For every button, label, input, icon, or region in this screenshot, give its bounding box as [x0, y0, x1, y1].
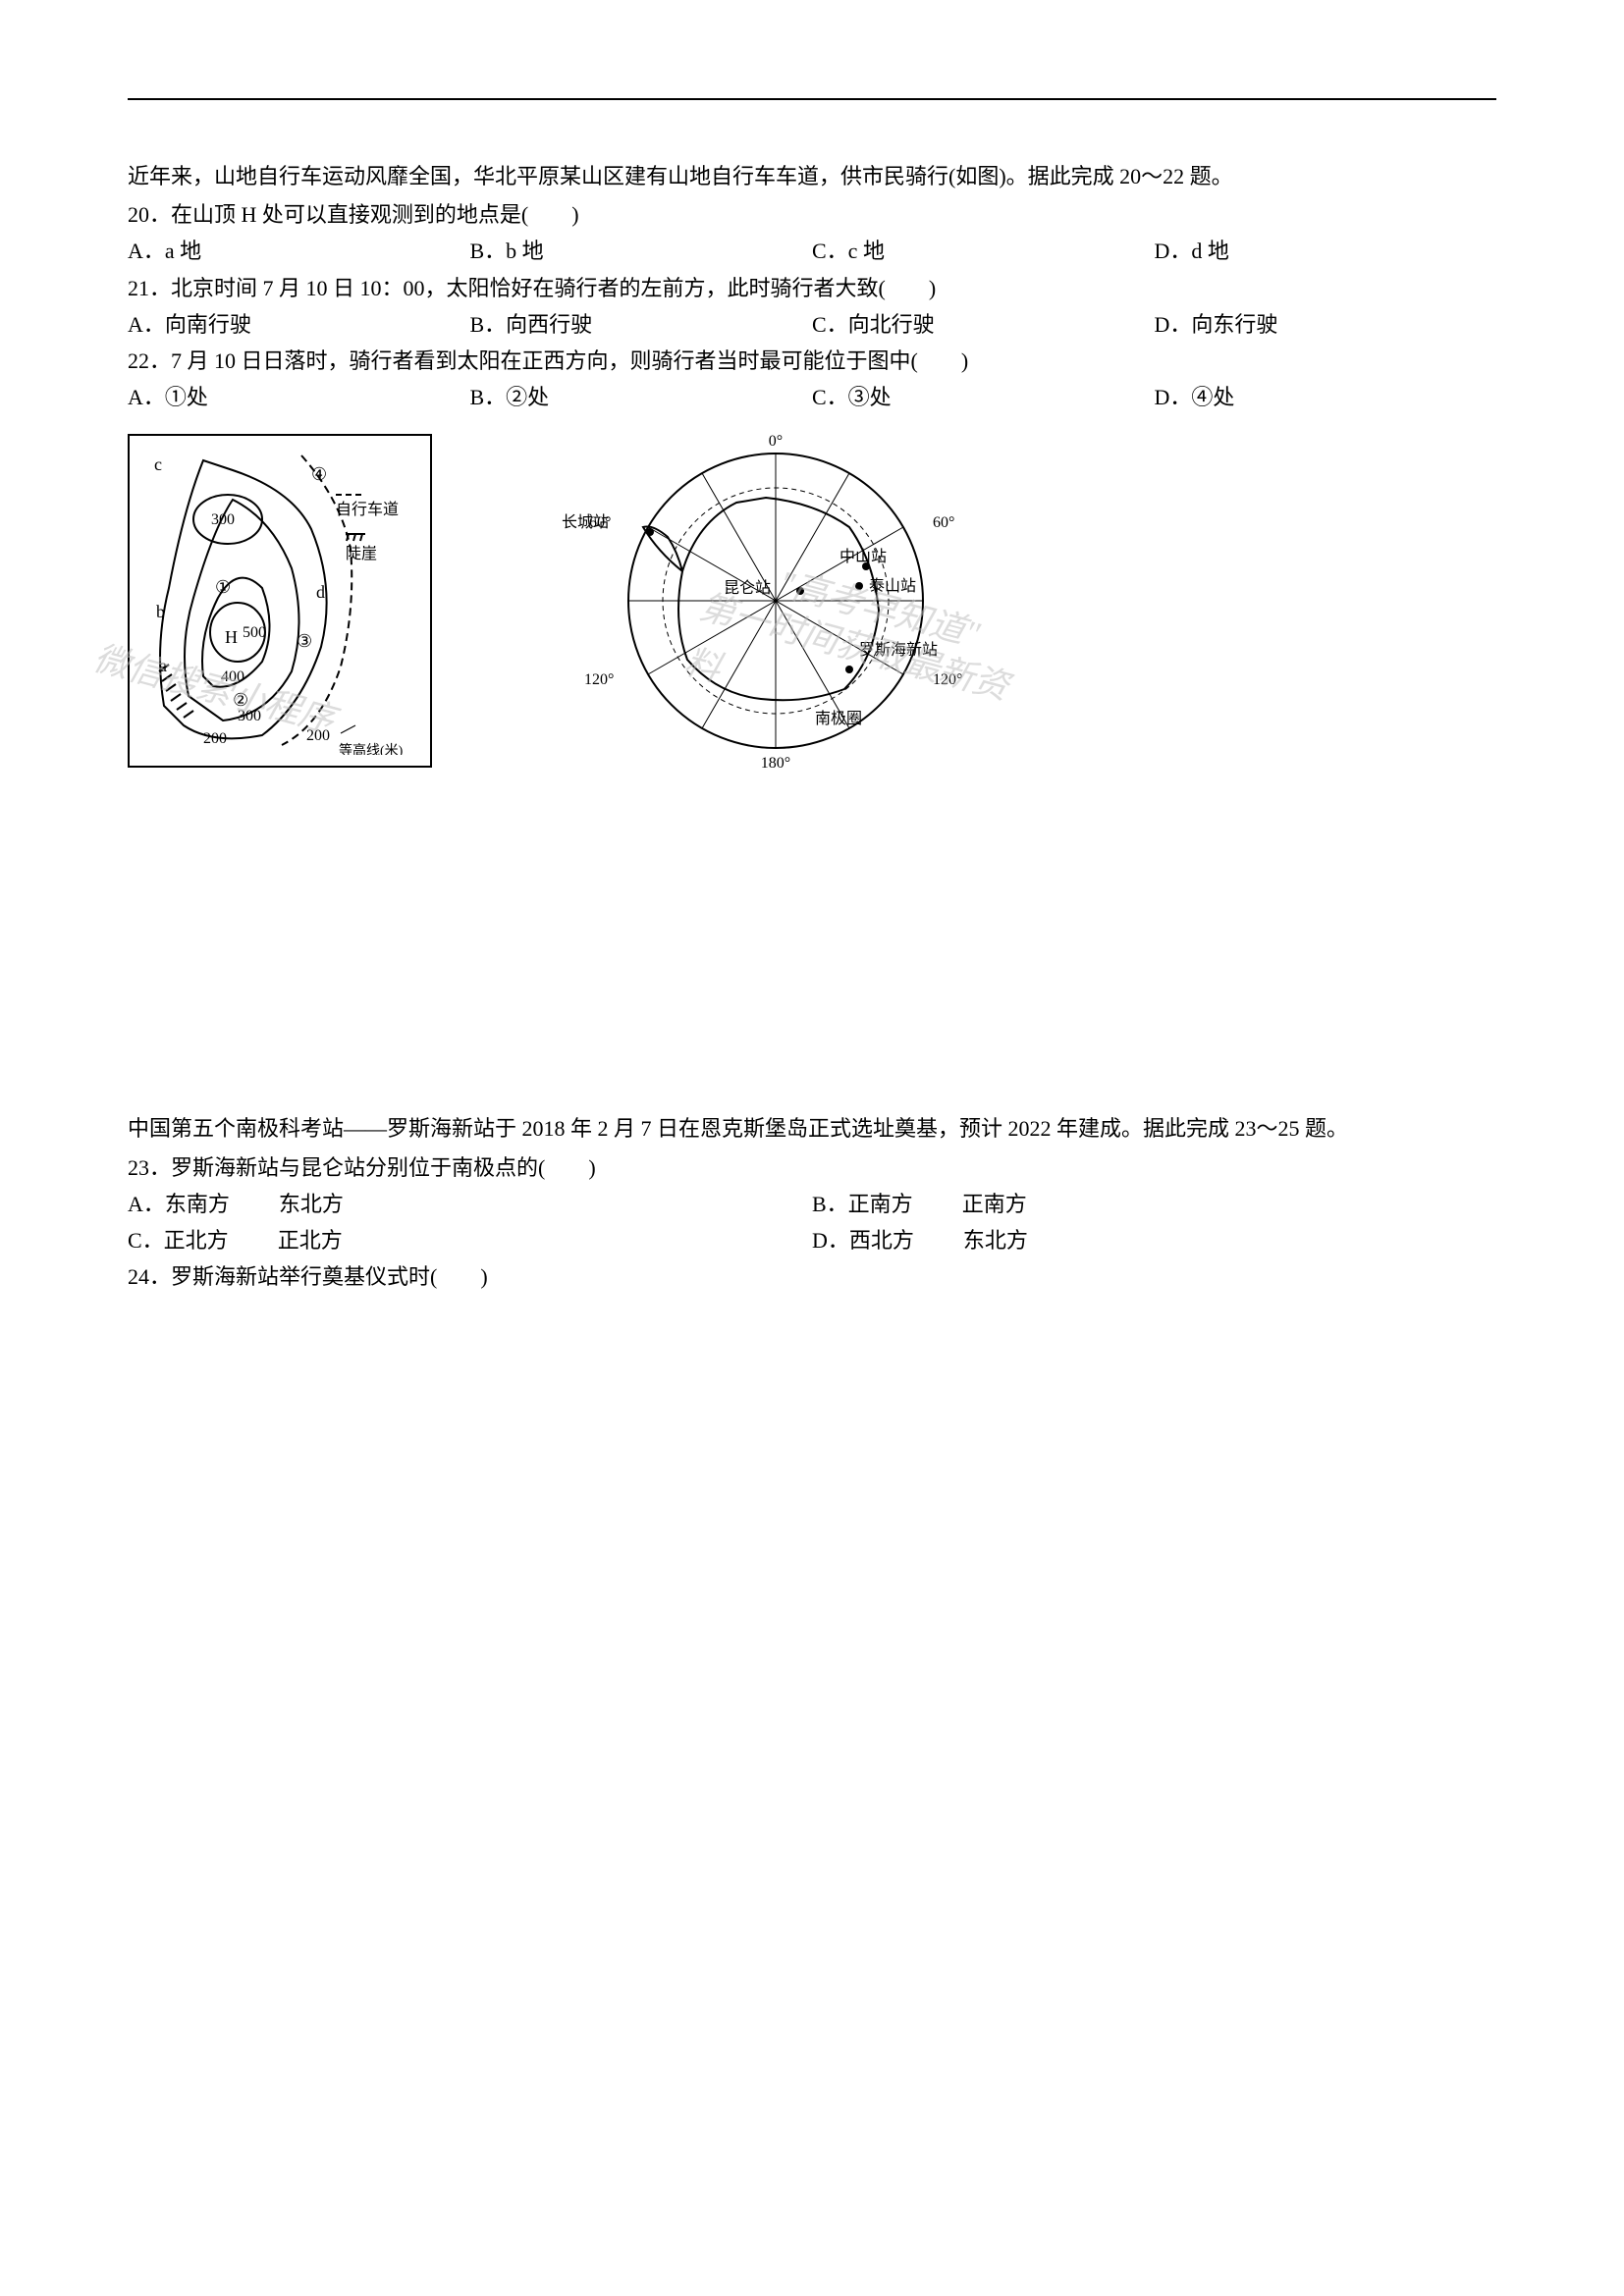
page-content: 近年来，山地自行车运动风靡全国，华北平原某山区建有山地自行车车道，供市民骑行(如… [128, 98, 1496, 1294]
q23-opt-c1: C．正北方 [128, 1223, 229, 1257]
q20-opt-d: D．d 地 [1155, 234, 1497, 268]
svg-text:罗斯海新站: 罗斯海新站 [859, 641, 938, 659]
figures-row: c b a d H ① ② ③ ④ 300 500 400 300 200 自行… [128, 434, 1496, 768]
contour-map-figure: c b a d H ① ② ③ ④ 300 500 400 300 200 自行… [128, 434, 432, 768]
q22-opt-d: D．④处 [1155, 380, 1497, 414]
question-24-stem: 24．罗斯海新站举行奠基仪式时( ) [128, 1259, 1496, 1294]
q22-opt-a: A．①处 [128, 380, 470, 414]
q23-opt-d1: D．西北方 [812, 1223, 914, 1257]
q23-opt-d2: 东北方 [963, 1223, 1028, 1257]
svg-text:120°: 120° [584, 671, 614, 688]
svg-text:180°: 180° [761, 755, 790, 768]
contour-map-svg: c b a d H ① ② ③ ④ 300 500 400 300 200 自行… [144, 451, 419, 755]
question-23-stem: 23．罗斯海新站与昆仑站分别位于南极点的( ) [128, 1150, 1496, 1185]
q23-opt-c2: 正北方 [278, 1223, 343, 1257]
svg-text:南极圈: 南极圈 [815, 710, 862, 727]
q22-opt-b: B．②处 [470, 380, 813, 414]
q23-opt-a2: 东北方 [279, 1187, 344, 1221]
antarctic-map-figure: 长城站 昆仑站 中山站 泰山站 罗斯海新站 0° 60° 120° 180° 1… [530, 434, 1021, 768]
svg-text:120°: 120° [933, 671, 962, 688]
passage-1: 近年来，山地自行车运动风靡全国，华北平原某山区建有山地自行车车道，供市民骑行(如… [128, 159, 1496, 193]
svg-text:d: d [316, 582, 325, 602]
q23-opt-b2: 正南方 [962, 1187, 1027, 1221]
svg-text:400: 400 [221, 668, 244, 685]
question-21-stem: 21．北京时间 7 月 10 日 10：00，太阳恰好在骑行者的左前方，此时骑行… [128, 271, 1496, 305]
q23-opt-a1: A．东南方 [128, 1187, 230, 1221]
svg-text:③: ③ [297, 631, 312, 651]
svg-text:200: 200 [306, 727, 330, 744]
question-23-options-cd: C．正北方 正北方 D．西北方 东北方 [128, 1223, 1496, 1257]
svg-text:200: 200 [203, 730, 227, 747]
svg-text:300: 300 [238, 708, 261, 724]
svg-text:b: b [156, 602, 165, 621]
q20-opt-a: A．a 地 [128, 234, 470, 268]
antarctic-map-svg: 长城站 昆仑站 中山站 泰山站 罗斯海新站 0° 60° 120° 180° 1… [530, 434, 1021, 768]
q21-opt-b: B．向西行驶 [470, 307, 813, 342]
svg-text:500: 500 [243, 624, 266, 641]
svg-text:④: ④ [311, 464, 327, 484]
question-22-options: A．①处 B．②处 C．③处 D．④处 [128, 380, 1496, 414]
passage-2: 中国第五个南极科考站——罗斯海新站于 2018 年 2 月 7 日在恩克斯堡岛正… [128, 1111, 1496, 1146]
svg-text:60°: 60° [589, 514, 611, 531]
q23-opt-b1: B．正南方 [812, 1187, 913, 1221]
svg-text:昆仑站: 昆仑站 [724, 579, 771, 597]
question-23-options-ab: A．东南方 东北方 B．正南方 正南方 [128, 1187, 1496, 1221]
svg-text:0°: 0° [769, 434, 783, 450]
q20-opt-b: B．b 地 [470, 234, 813, 268]
svg-text:陡崖: 陡崖 [346, 545, 377, 562]
svg-text:H: H [225, 627, 238, 647]
svg-text:①: ① [215, 577, 231, 597]
question-20-stem: 20．在山顶 H 处可以直接观测到的地点是( ) [128, 197, 1496, 232]
question-21-options: A．向南行驶 B．向西行驶 C．向北行驶 D．向东行驶 [128, 307, 1496, 342]
question-20-options: A．a 地 B．b 地 C．c 地 D．d 地 [128, 234, 1496, 268]
svg-text:60°: 60° [933, 514, 954, 531]
svg-text:c: c [154, 454, 162, 474]
q21-opt-a: A．向南行驶 [128, 307, 470, 342]
svg-text:②: ② [233, 690, 248, 710]
svg-text:300: 300 [211, 511, 235, 528]
q20-opt-c: C．c 地 [812, 234, 1155, 268]
question-22-stem: 22．7 月 10 日日落时，骑行者看到太阳在正西方向，则骑行者当时最可能位于图… [128, 344, 1496, 378]
q22-opt-c: C．③处 [812, 380, 1155, 414]
svg-text:等高线(米): 等高线(米) [339, 742, 404, 755]
q21-opt-c: C．向北行驶 [812, 307, 1155, 342]
svg-text:泰山站: 泰山站 [869, 577, 916, 595]
svg-text:a: a [159, 656, 167, 675]
q21-opt-d: D．向东行驶 [1155, 307, 1497, 342]
svg-text:中山站: 中山站 [839, 548, 887, 565]
svg-text:自行车道: 自行车道 [336, 501, 399, 518]
